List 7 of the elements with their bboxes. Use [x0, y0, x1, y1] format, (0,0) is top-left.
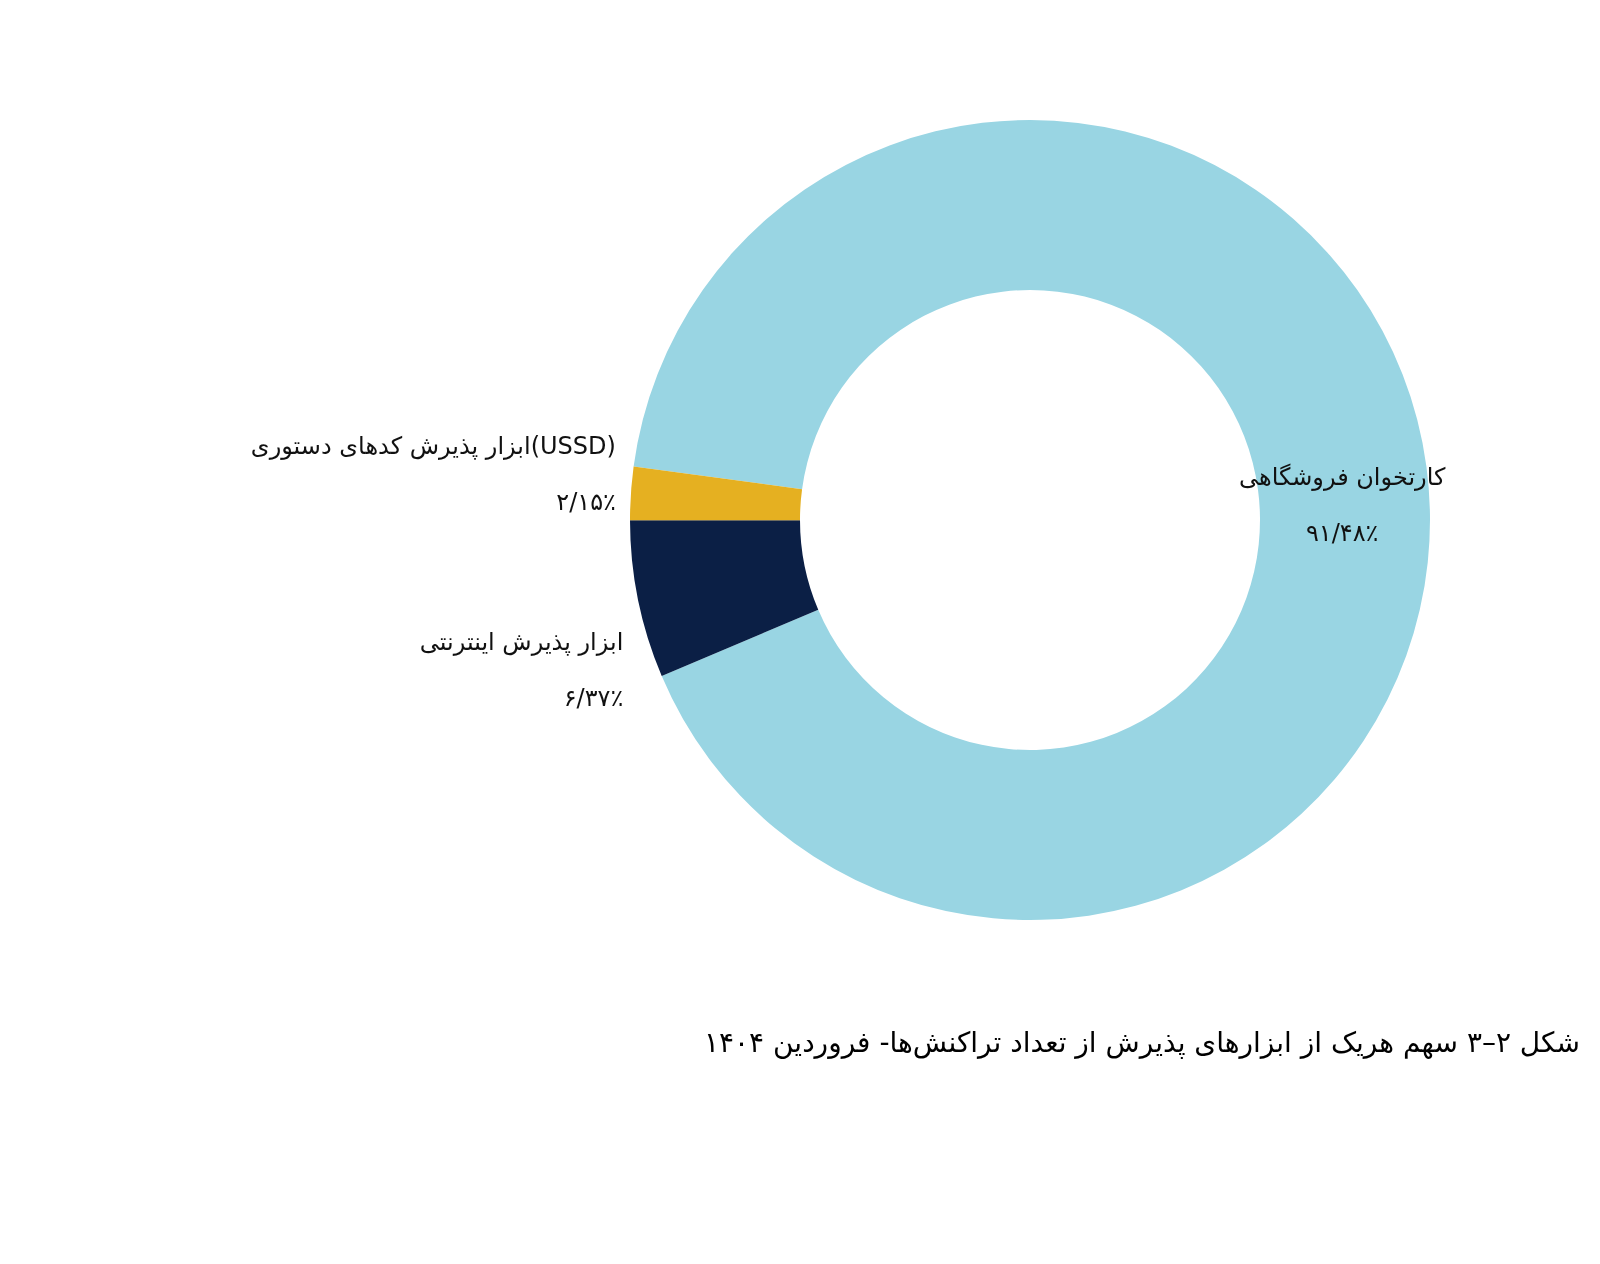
- text: شکل ۲–۳ سهم هریک از ابزارهای پذیرش از تعداد تراکنش‌ها- فروردین ۱۴۰۴: [703, 1026, 1580, 1059]
- data-label: ۲/۱۵٪: [556, 488, 616, 517]
- slice-label: کارتخوان فروشگاهی: [1238, 463, 1447, 492]
- slice-label: ابزار پذیرش کدهای دستوری(USSD): [250, 432, 616, 461]
- data-label: ۹۱/۴۸٪: [1305, 519, 1379, 548]
- data-label: ۶/۳۷٪: [563, 683, 624, 712]
- slice-label: ابزار پذیرش اینترنتی: [419, 627, 624, 656]
